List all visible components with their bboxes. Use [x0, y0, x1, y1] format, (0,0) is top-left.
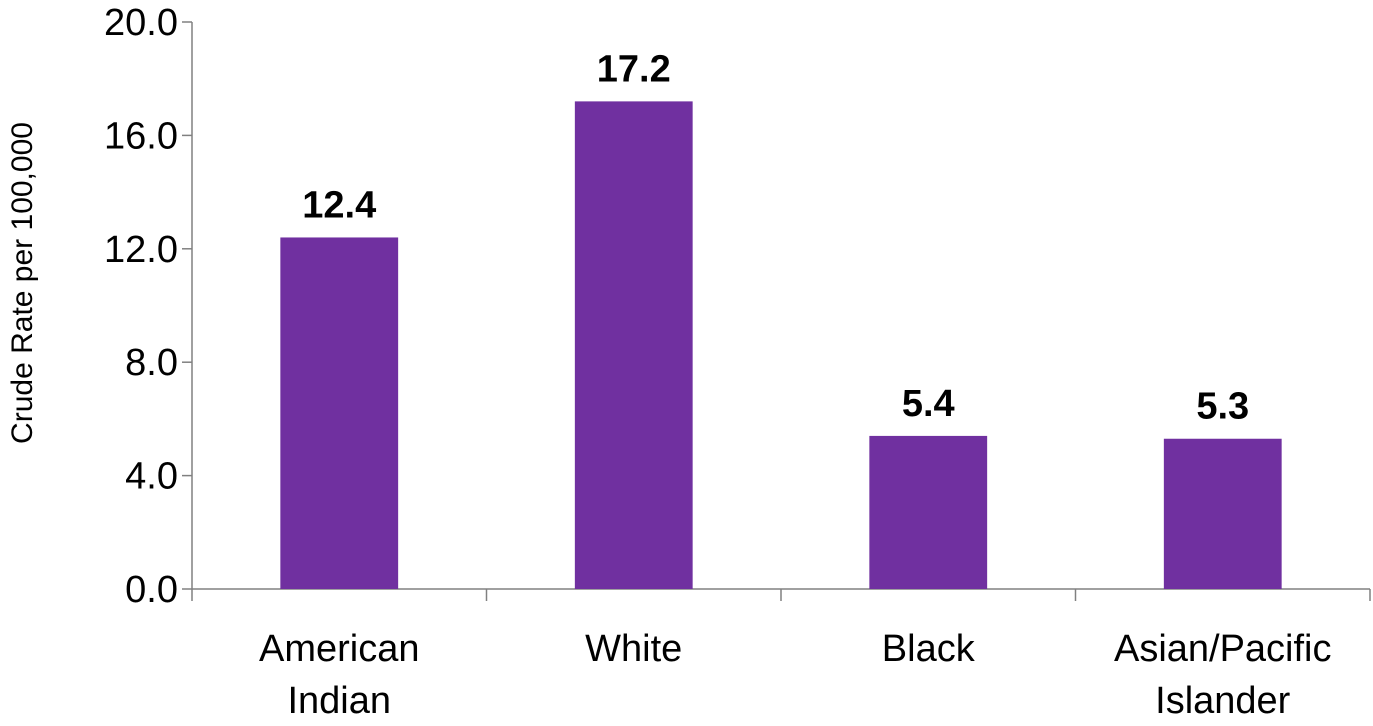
y-axis-title: Crude Rate per 100,000	[6, 122, 39, 444]
x-category-label: Asian/Pacific	[1114, 628, 1332, 670]
x-category-label: Black	[882, 628, 976, 670]
bar	[1163, 438, 1282, 589]
data-label: 5.4	[902, 383, 955, 425]
x-category-label: American	[259, 628, 420, 670]
bar	[280, 237, 399, 589]
y-tick-label: 12.0	[104, 229, 178, 271]
x-category-label: Indian	[287, 680, 391, 721]
x-category-label: Islander	[1155, 680, 1291, 721]
bar	[574, 101, 693, 589]
y-tick-label: 4.0	[125, 456, 178, 498]
y-tick-label: 0.0	[125, 569, 178, 611]
data-label: 5.3	[1196, 386, 1249, 428]
data-label: 12.4	[302, 184, 376, 226]
x-category-label: White	[585, 628, 682, 670]
y-tick-label: 20.0	[104, 2, 178, 44]
bar	[869, 435, 988, 589]
data-label: 17.2	[597, 48, 671, 90]
y-tick-label: 16.0	[104, 115, 178, 157]
y-tick-label: 8.0	[125, 342, 178, 384]
